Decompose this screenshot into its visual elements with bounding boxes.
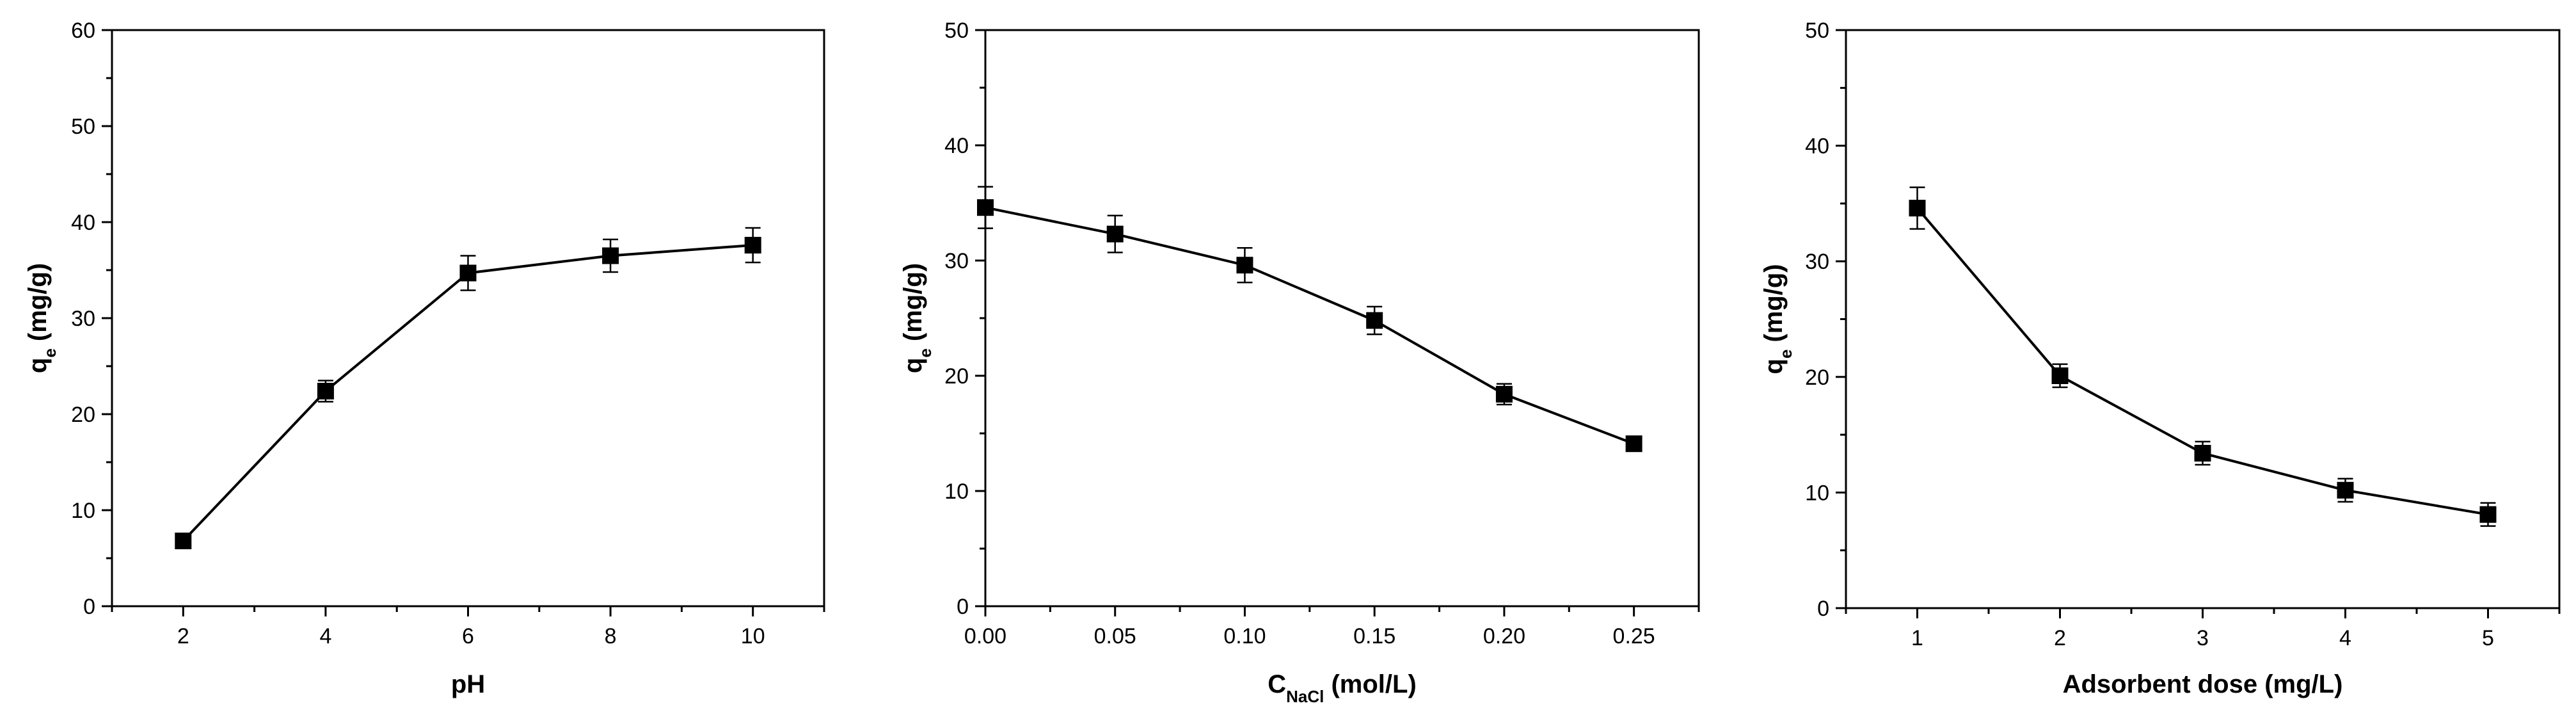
data-point [459,264,477,282]
y-axis-label-subscript: e [1776,350,1795,358]
plot-frame [111,29,825,607]
data-point [175,533,192,549]
y-tick-label: 10 [944,479,969,504]
data-point [1236,257,1253,274]
y-tick-label: 20 [1805,366,1829,390]
data-point [744,237,761,253]
y-axis-label: qe (mg/g) [1760,264,1795,374]
y-tick-label: 50 [1805,19,1829,43]
y-axis-label-main: q [24,358,52,373]
data-point [977,199,994,216]
plot-frame [1845,29,2561,609]
y-tick-label: 40 [944,134,969,158]
data-point [2194,444,2211,462]
y-tick-label: 0 [1817,597,1829,621]
x-tick-label: 0.20 [1483,624,1525,648]
data-point [602,247,619,264]
data-point [2337,481,2354,499]
y-tick-label: 0 [957,595,969,619]
y-tick-label: 30 [71,307,95,331]
x-tick-label: 4 [2339,626,2351,650]
x-tick-label: 2 [2054,626,2066,650]
y-tick-label: 10 [71,499,95,523]
x-tick-label: 0.05 [1094,624,1136,648]
y-tick-label: 50 [71,115,95,139]
x-tick-label: 0.25 [1613,624,1655,648]
y-axis-label-main: q [899,358,927,373]
y-tick-label: 20 [944,364,969,389]
y-tick-label: 50 [944,19,969,43]
data-point [317,383,334,399]
x-tick-label: 2 [177,624,189,648]
x-tick-label: 8 [605,624,617,648]
y-tick-label: 30 [1805,250,1829,274]
x-tick-label: 0.00 [964,624,1006,648]
x-axis-label-subscript: NaCl [1286,687,1324,706]
y-axis-label-subscript: e [916,348,935,357]
data-point [1106,225,1124,243]
plot-ph: 2 4 6 8 10 0 10 20 30 40 50 60 pH qe (mg/g) [24,19,825,698]
y-tick-label: 60 [71,19,95,43]
y-tick-label: 40 [1805,134,1829,159]
series-line [1916,207,2488,516]
y-axis-label-rest: (mg/g) [1760,264,1788,349]
y-tick-label: 0 [83,595,95,619]
x-tick-label: 0.10 [1223,624,1266,648]
x-tick-label: 5 [2482,626,2494,650]
plot-nacl: 0.00 0.05 0.10 0.15 0.20 0.25 0 10 20 30 40 50 CNaCl… [899,19,1700,706]
data-point [1909,200,1926,217]
x-tick-label: 10 [741,624,765,648]
x-axis-label: Adsorbent dose (mg/L) [2063,670,2343,698]
x-tick-label: 3 [2197,626,2209,650]
y-axis-label-main: q [1760,358,1788,374]
plot-frame [984,29,1700,607]
data-point [2479,506,2497,523]
x-tick-label: 1 [1911,626,1923,650]
series-line [985,206,1635,446]
x-axis-label-rest: (mol/L) [1324,670,1416,698]
y-axis-label-subscript: e [40,348,60,357]
y-tick-label: 20 [71,403,95,427]
y-axis-label: qe (mg/g) [24,263,60,373]
y-axis-label-rest: (mg/g) [24,263,52,348]
x-axis-label-main: C [1268,670,1286,698]
y-tick-label: 30 [944,249,969,273]
y-axis-label: qe (mg/g) [899,263,935,373]
x-tick-label: 4 [319,624,331,648]
y-axis-label-rest: (mg/g) [899,263,927,348]
data-point [1495,385,1513,403]
x-tick-label: 6 [462,624,474,648]
x-axis-label: CNaCl (mol/L) [1268,670,1417,706]
data-point [2051,367,2069,384]
y-tick-label: 10 [1805,481,1829,505]
y-tick-label: 40 [71,211,95,235]
x-axis-label: pH [451,670,485,698]
x-tick-label: 0.15 [1353,624,1395,648]
data-point [1366,312,1383,329]
data-point [1625,435,1642,453]
